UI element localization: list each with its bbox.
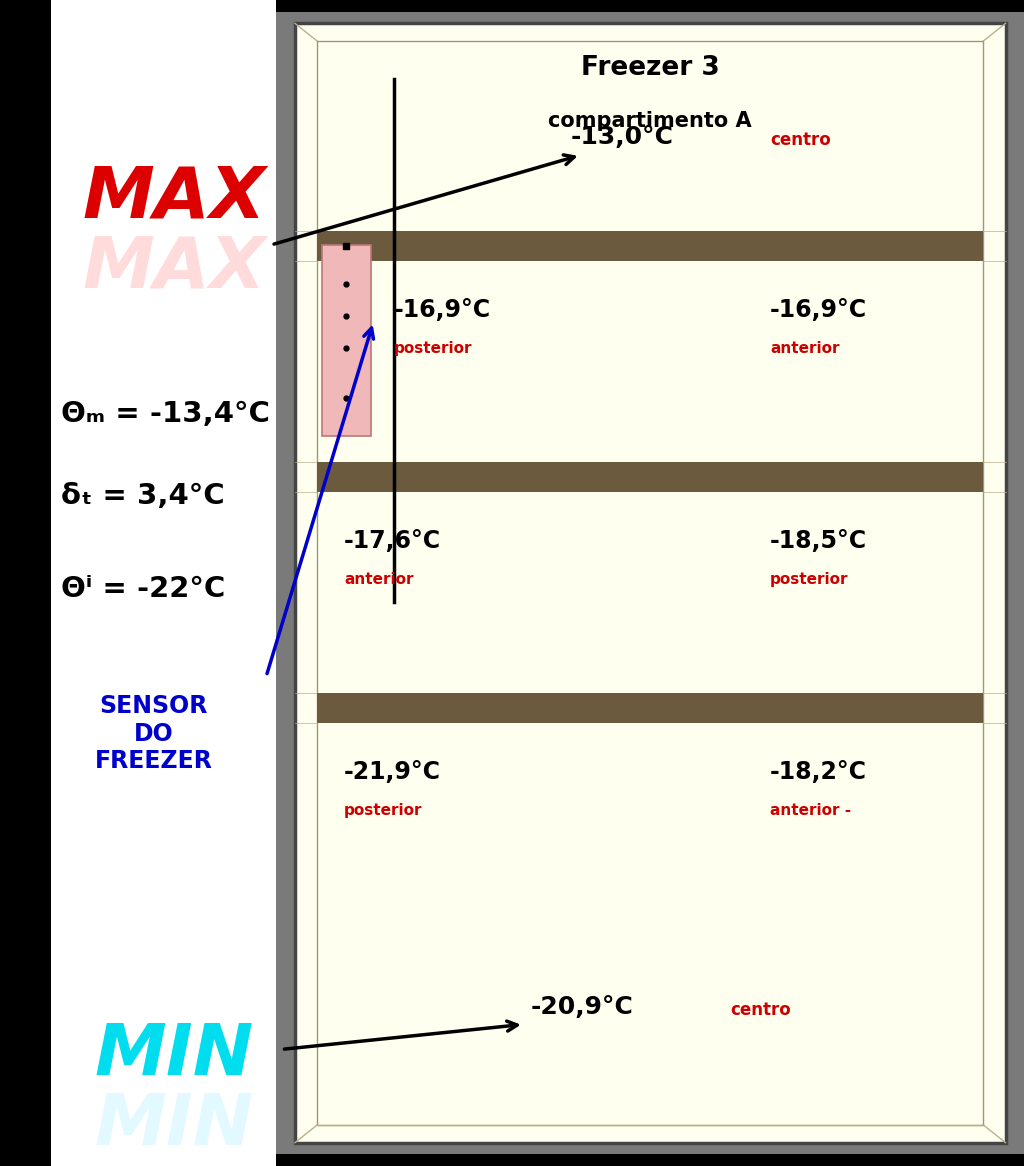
Bar [51,0,276,1166]
Text: compartimento A: compartimento A [549,111,752,131]
Text: δₜ = 3,4°C: δₜ = 3,4°C [61,482,225,510]
Bar [0,0,51,1166]
Text: centro: centro [730,1000,791,1019]
Text: -21,9°C: -21,9°C [344,760,441,784]
Text: -13,0°C: -13,0°C [570,125,674,149]
Bar [276,12,1024,1154]
Text: MIN: MIN [94,1090,254,1160]
Text: anterior: anterior [344,571,414,586]
Text: posterior: posterior [344,802,423,817]
Bar [322,245,372,436]
Text: centro: centro [770,132,830,149]
Text: -16,9°C: -16,9°C [770,297,867,322]
Text: -18,2°C: -18,2°C [770,760,867,784]
Text: -16,9°C: -16,9°C [394,297,492,322]
Text: -18,5°C: -18,5°C [770,529,867,553]
Bar [317,41,983,1125]
Text: MAX: MAX [82,233,266,303]
Text: -17,6°C: -17,6°C [344,529,441,553]
Text: Freezer 3: Freezer 3 [581,55,720,82]
Text: MAX: MAX [82,163,266,233]
Text: anterior: anterior [770,340,840,356]
Text: posterior: posterior [770,571,849,586]
Bar [295,23,1006,1143]
Text: posterior: posterior [394,340,472,356]
Bar [317,462,983,492]
Bar [317,231,983,261]
Text: SENSOR
DO
FREEZER: SENSOR DO FREEZER [94,694,213,773]
Bar [317,693,983,723]
Text: -20,9°C: -20,9°C [530,995,633,1019]
Text: Θⁱ = -22°C: Θⁱ = -22°C [61,575,225,603]
Text: Θₘ = -13,4°C: Θₘ = -13,4°C [61,400,270,428]
Text: MIN: MIN [94,1020,254,1090]
Text: anterior -: anterior - [770,802,851,817]
